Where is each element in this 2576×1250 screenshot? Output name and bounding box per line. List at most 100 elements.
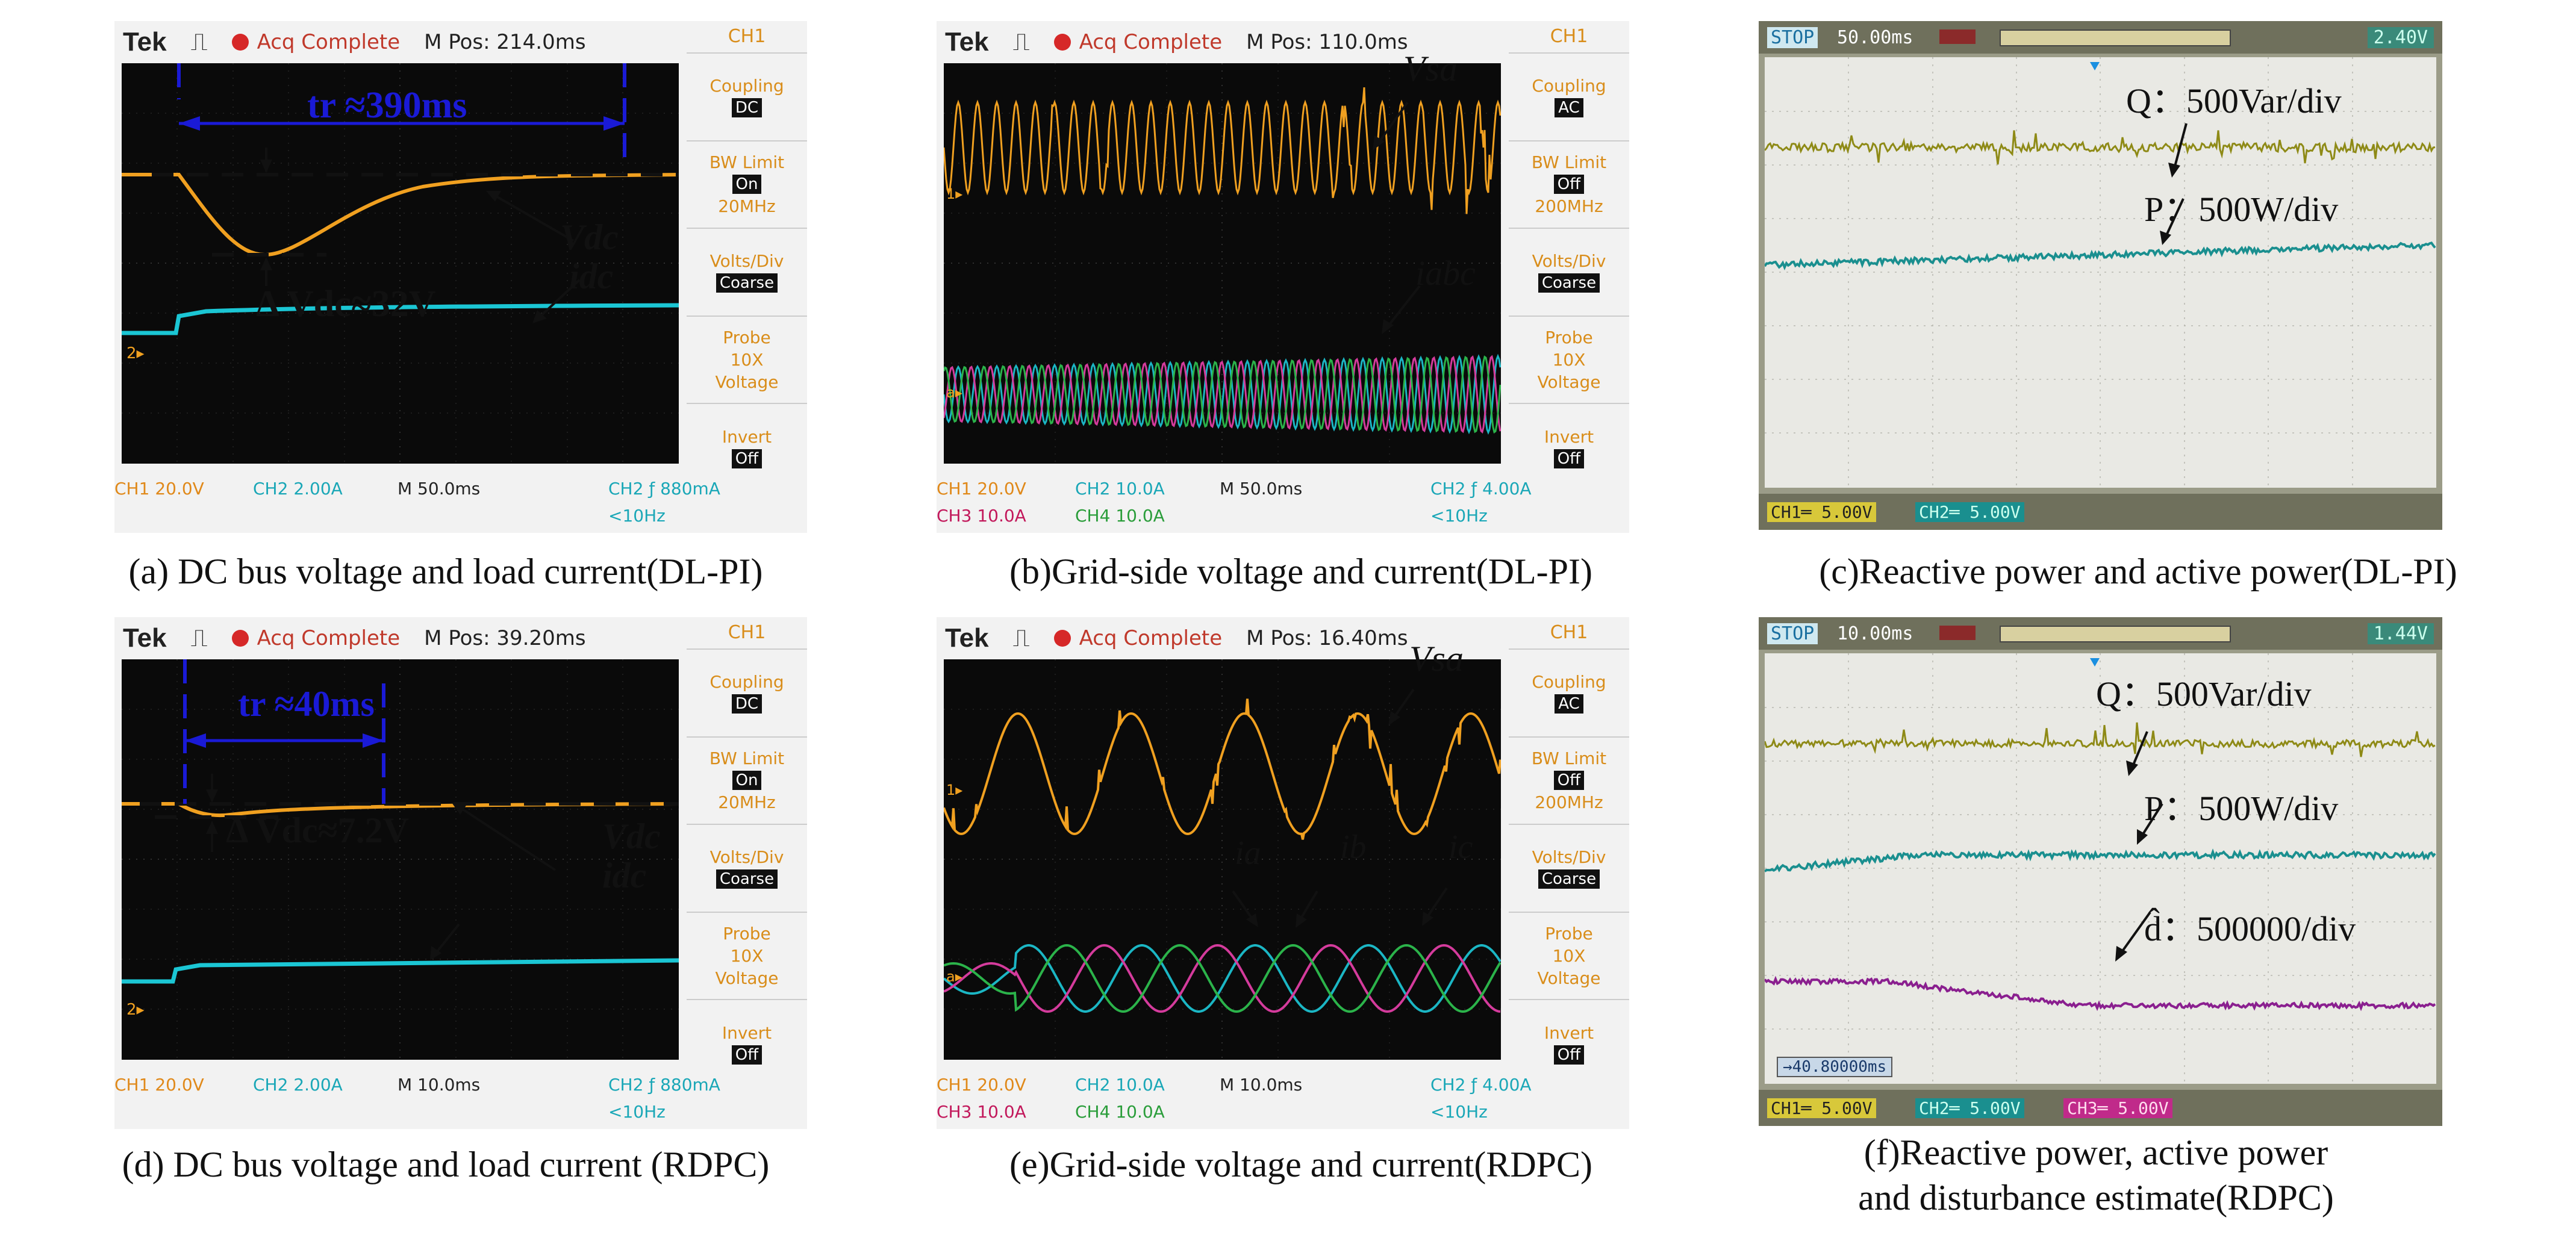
volts-div-menu[interactable]: Volts/Div Coarse: [687, 228, 807, 316]
coupling-menu[interactable]: Coupling AC: [1509, 648, 1629, 736]
acq-indicator-icon: [1053, 34, 1071, 51]
ch1-scale: CH1 20.0V: [114, 479, 204, 499]
p-trace: [1764, 241, 2436, 270]
dso-screen: →40.80000ms: [1764, 653, 2436, 1084]
trigger-icon: ⎍: [1012, 28, 1030, 56]
caption-a: (a) DC bus voltage and load current(DL-P…: [128, 552, 763, 591]
cursor-readout: →40.80000ms: [1777, 1057, 1893, 1077]
memory-bar: [2000, 30, 2231, 46]
trigger-icon: ⎍: [190, 624, 208, 652]
ib-trace: [944, 944, 1501, 1013]
annotation-delta-vdc: Δ Vdc≈7.2V: [226, 810, 409, 850]
stop-badge: STOP: [1767, 623, 1818, 644]
waveform-svg: [1764, 57, 2436, 488]
brand-label: Tek: [945, 27, 989, 57]
volts-div-menu[interactable]: Volts/Div Coarse: [1509, 228, 1629, 316]
annotation-iabc: iabc: [1415, 253, 1476, 293]
bw-limit-menu[interactable]: BW Limit On 20MHz: [687, 140, 807, 228]
scope-topbar: Tek ⎍ Acq Complete M Pos: 110.0ms: [937, 21, 1408, 63]
ch2-scale: CH2 2.00A: [253, 1075, 343, 1095]
m-pos: M Pos: 16.40ms: [1246, 626, 1408, 650]
acq-status: Acq Complete: [257, 30, 401, 54]
annotation-q: Q：500Var/div: [2096, 674, 2312, 714]
invert-menu[interactable]: Invert Off: [687, 999, 807, 1087]
acq-indicator-icon: [231, 630, 249, 647]
dso-ch2-scale: CH2═ 5.00V: [1915, 1098, 2024, 1118]
timebase: M 10.0ms: [1220, 1075, 1303, 1095]
probe-menu[interactable]: Probe 10X Voltage: [1509, 911, 1629, 1000]
scope-panel-b: Tek ⎍ Acq Complete M Pos: 110.0ms 1▸ a▸ …: [937, 21, 1629, 533]
brand-label: Tek: [123, 623, 167, 653]
ch3-scale: CH3 10.0A: [937, 1102, 1026, 1122]
annotation-idc: idc: [602, 856, 647, 895]
caption-e: (e)Grid-side voltage and current(RDPC): [1009, 1145, 1593, 1184]
dso-ch1-scale: CH1═ 5.00V: [1767, 1098, 1876, 1118]
annotation-p: P：500W/div: [2144, 190, 2339, 229]
waveform-screen: 2▸: [122, 63, 679, 464]
coupling-menu[interactable]: Coupling DC: [687, 648, 807, 736]
vsa-trace: [944, 87, 1501, 214]
acq-indicator-icon: [1053, 630, 1071, 647]
ia-trace: [944, 944, 1501, 1013]
annotation-vsa: Vsa: [1403, 49, 1458, 89]
acq-status: Acq Complete: [1079, 626, 1223, 650]
invert-menu[interactable]: Invert Off: [1509, 403, 1629, 491]
memory-icon: [1939, 626, 1976, 640]
bw-limit-menu[interactable]: BW Limit Off 200MHz: [1509, 140, 1629, 228]
svg-text:2▸: 2▸: [126, 1001, 145, 1019]
dso-topbar: STOP 10.00ms 1.44V: [1759, 617, 2442, 650]
acq-indicator-icon: [231, 34, 249, 51]
invert-menu[interactable]: Invert Off: [1509, 999, 1629, 1087]
freq-note: <10Hz: [608, 506, 666, 526]
ch4-scale: CH4 10.0A: [1075, 506, 1165, 526]
ch1-scale: CH1 20.0V: [937, 1075, 1026, 1095]
svg-text:1▸: 1▸: [946, 185, 962, 202]
dso-timebase: 50.00ms: [1837, 27, 1913, 48]
probe-menu[interactable]: Probe 10X Voltage: [687, 315, 807, 403]
ch2-scale: CH2 10.0A: [1075, 1075, 1165, 1095]
sidebar-title: CH1: [1550, 26, 1588, 47]
volts-div-menu[interactable]: Volts/Div Coarse: [1509, 824, 1629, 912]
bw-limit-menu[interactable]: BW Limit Off 200MHz: [1509, 736, 1629, 824]
stop-badge: STOP: [1767, 27, 1818, 48]
dso-status-bar: CH1═ 5.00V CH2═ 5.00V CH3═ 5.00V: [1759, 1090, 2442, 1126]
dso-ch1-scale: CH1═ 5.00V: [1767, 502, 1876, 522]
memory-bar: [2000, 626, 2231, 642]
timebase: M 50.0ms: [398, 479, 481, 499]
q-trace: [1764, 722, 2436, 757]
coupling-menu[interactable]: Coupling AC: [1509, 52, 1629, 140]
bw-limit-menu[interactable]: BW Limit On 20MHz: [687, 736, 807, 824]
brand-label: Tek: [123, 27, 167, 57]
probe-menu[interactable]: Probe 10X Voltage: [687, 911, 807, 1000]
vsa-trace: [944, 698, 1501, 840]
coupling-menu[interactable]: Coupling DC: [687, 52, 807, 140]
scope-status-bar: CH1 20.0V CH2 2.00A M 50.0ms CH2 ƒ 880mA…: [114, 473, 807, 533]
sidebar-title: CH1: [728, 622, 766, 643]
ic-trace: [944, 944, 1501, 1013]
trigger-icon: ⎍: [190, 28, 208, 56]
m-pos: M Pos: 39.20ms: [424, 626, 586, 650]
ch1-scale: CH1 20.0V: [937, 479, 1026, 499]
sidebar-title: CH1: [728, 26, 766, 47]
annotation-ib: ib: [1340, 829, 1367, 866]
scope-topbar: Tek ⎍ Acq Complete M Pos: 39.20ms: [114, 617, 586, 659]
invert-menu[interactable]: Invert Off: [687, 403, 807, 491]
svg-text:1▸: 1▸: [946, 782, 962, 798]
volts-div-menu[interactable]: Volts/Div Coarse: [687, 824, 807, 912]
dso-panel-c: STOP 50.00ms 2.40V CH1═ 5.00V CH2═ 5.00V: [1759, 21, 2442, 530]
freq-note: <10Hz: [608, 1102, 666, 1122]
probe-menu[interactable]: Probe 10X Voltage: [1509, 315, 1629, 403]
m-pos: M Pos: 110.0ms: [1246, 30, 1408, 54]
trigger-setting: CH2 ƒ 880mA: [608, 1075, 720, 1095]
caption-b: (b)Grid-side voltage and current(DL-PI): [1009, 552, 1592, 591]
vdc-trace: [122, 802, 679, 818]
annotation-tr: tr ≈390ms: [307, 85, 467, 126]
dso-ch2-scale: CH2═ 5.00V: [1915, 502, 2024, 522]
dso-trigger-value: 1.44V: [2367, 623, 2434, 644]
annotation-idc: idc: [569, 257, 614, 296]
m-pos: M Pos: 214.0ms: [424, 30, 586, 54]
dso-topbar: STOP 50.00ms 2.40V: [1759, 21, 2442, 54]
scope-status-bar: CH1 20.0V CH2 2.00A M 10.0ms CH2 ƒ 880mA…: [114, 1069, 807, 1129]
caption-f-line1: (f)Reactive power, active power: [1863, 1133, 2328, 1172]
scope-sidebar: CH1 Coupling AC BW Limit Off 200MHz Volts/D…: [1509, 21, 1629, 491]
